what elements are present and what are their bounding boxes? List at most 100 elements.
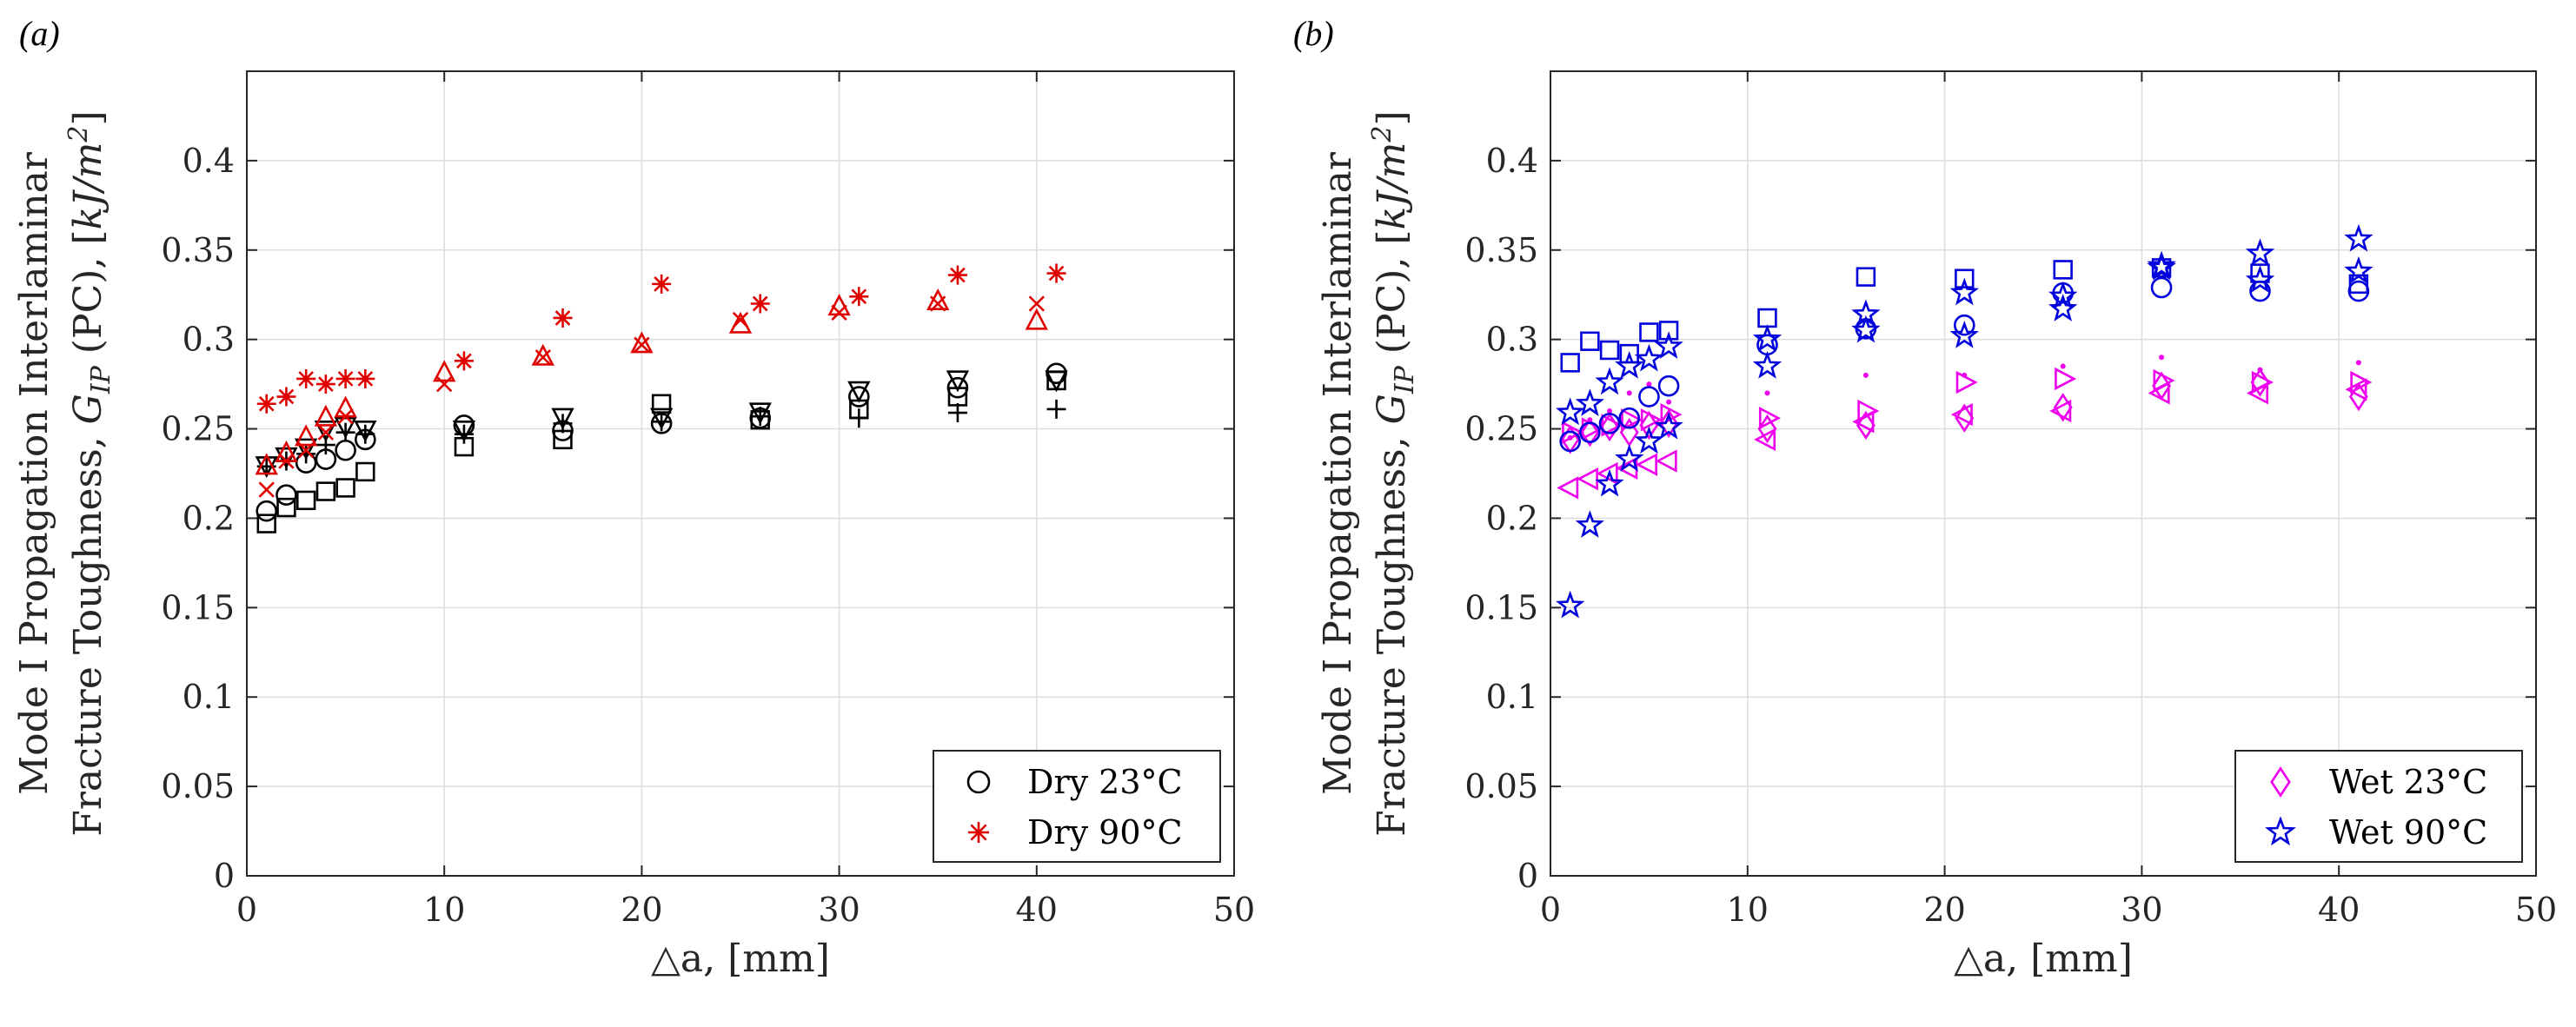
series-triangle-right-2: [1562, 367, 2373, 444]
panel-label: (b): [1293, 14, 1334, 53]
y-label-text: Fracture Toughness,: [1370, 424, 1414, 836]
data-point: [315, 481, 336, 501]
data-point: [2344, 223, 2374, 252]
x-tick-label: 40: [2318, 891, 2360, 929]
data-point: [296, 368, 316, 388]
data-point: [947, 265, 967, 285]
data-point: [1046, 263, 1066, 283]
data-point: [1601, 414, 1623, 437]
y-tick-label: 0.2: [1486, 499, 1538, 537]
series-cross-6: [258, 295, 1045, 498]
data-point: [1640, 408, 1663, 432]
data-point: [553, 414, 573, 434]
y-axis-label-line2: Fracture Toughness, GIP (PC), [kJ/m2]: [1367, 110, 1420, 836]
data-point: [732, 311, 749, 328]
data-point: [297, 442, 315, 459]
data-point: [1862, 372, 1869, 378]
x-tick-label: 0: [1540, 891, 1561, 929]
data-point: [2348, 274, 2369, 295]
data-point: [256, 514, 276, 533]
chart-panel-b: 0 10 20 30 40 50 0 0.05 0.1 0.15 0.2 0.25 0.3 0.35 0.4…: [1293, 14, 2557, 981]
data-point: [276, 484, 297, 506]
data-point: [1575, 388, 1604, 416]
legend-marker-asterisk: [968, 822, 989, 843]
data-point: [256, 394, 276, 414]
x-tick-label: 20: [621, 891, 662, 929]
x-tick-label: 20: [1923, 891, 1965, 929]
legend-box: [933, 750, 1221, 863]
data-point: [1754, 427, 1776, 452]
data-point: [2245, 238, 2275, 267]
data-point: [1626, 390, 1632, 396]
data-point: [1949, 277, 1979, 306]
data-point: [1028, 295, 1045, 312]
series-asterisk-4: [256, 263, 1066, 414]
data-point: [1595, 367, 1624, 395]
data-point: [1046, 399, 1066, 419]
data-point: [1619, 343, 1639, 364]
y-tick-label: 0: [1517, 857, 1538, 895]
data-point: [1607, 407, 1613, 414]
y-tick-label: 0.15: [1464, 588, 1538, 626]
data-point: [1638, 386, 1660, 407]
y-tick-label: 0.25: [161, 410, 235, 448]
data-point: [1646, 381, 1652, 388]
data-point: [355, 424, 375, 444]
data-point: [1949, 321, 1979, 348]
data-point: [531, 343, 554, 366]
data-point: [2052, 282, 2074, 304]
data-point: [849, 408, 869, 428]
legend-label: Wet 23°C: [2329, 763, 2487, 801]
data-point: [1598, 413, 1621, 434]
data-point: [436, 375, 453, 393]
data-point: [334, 416, 357, 439]
data-point: [317, 424, 335, 441]
data-point: [335, 368, 355, 388]
data-point: [276, 387, 296, 407]
x-tick-label: 40: [1016, 891, 1058, 929]
data-point: [354, 421, 377, 442]
data-point: [295, 490, 316, 511]
axis-ticks: [246, 71, 1235, 877]
data-point: [827, 294, 851, 316]
data-point: [748, 402, 772, 425]
y-label-symbol: G: [66, 394, 110, 424]
data-point: [1758, 407, 1781, 430]
x-axis-label: △a, [mm]: [1954, 937, 2133, 981]
data-point: [1657, 374, 1680, 397]
legend: Wet 23°C Wet 90°C: [2234, 750, 2523, 863]
data-point: [534, 349, 551, 366]
series-square-1: [256, 370, 1066, 533]
data-point: [1955, 370, 1978, 394]
legend-marker-star: [2265, 816, 2296, 846]
x-tick-label: 10: [423, 891, 465, 929]
y-tick-label: 0.2: [183, 499, 235, 537]
data-point: [750, 407, 770, 427]
data-point: [750, 294, 770, 314]
data-point: [1618, 407, 1641, 429]
legend-label: Dry 23°C: [1027, 763, 1183, 801]
data-point: [1556, 397, 1585, 426]
data-point: [649, 407, 674, 430]
y-tick-label: 0.05: [1464, 767, 1538, 805]
data-point: [1757, 308, 1777, 328]
data-point: [1615, 444, 1644, 472]
y-tick-label: 0.4: [183, 142, 235, 180]
legend: Dry 23°C Dry 90°C: [933, 750, 1221, 863]
data-point: [1579, 421, 1601, 443]
data-point: [2257, 367, 2263, 373]
y-tick-label: 0.1: [183, 678, 235, 716]
data-point: [1576, 467, 1598, 491]
data-point: [1857, 399, 1880, 423]
data-point: [2159, 354, 2165, 361]
y-tick-label: 0.35: [1464, 231, 1538, 269]
data-point: [1757, 414, 1777, 444]
data-point: [1580, 331, 1600, 351]
data-point: [652, 412, 672, 432]
data-point: [295, 438, 318, 460]
y-axis-label-line1: Mode I Propagation Interlaminar: [12, 151, 56, 795]
data-point: [831, 304, 847, 321]
plot-area: [1550, 71, 2536, 876]
data-point: [1752, 351, 1783, 379]
y-label-end: ]: [1370, 110, 1414, 125]
